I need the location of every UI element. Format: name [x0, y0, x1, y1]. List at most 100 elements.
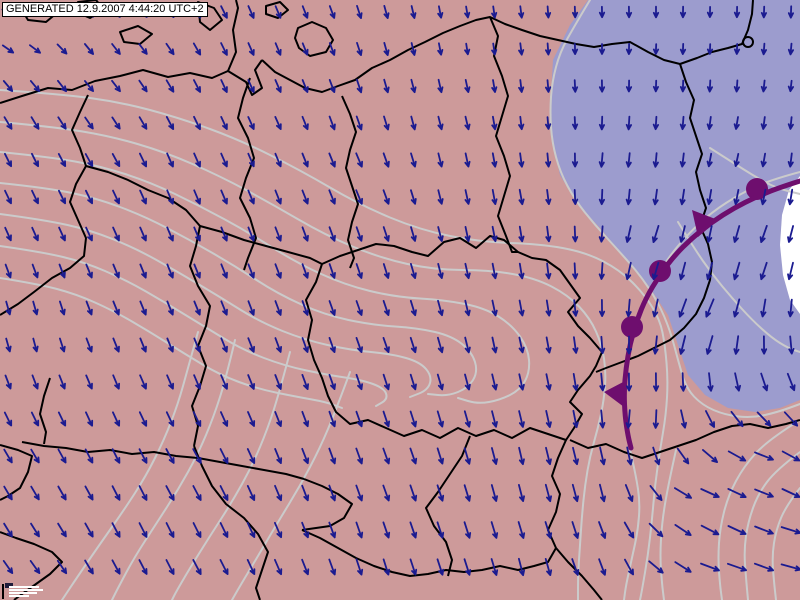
- wind-arrow: [2, 560, 14, 574]
- wind-arrow: [57, 485, 67, 501]
- wind-arrow: [382, 558, 390, 576]
- wind-arrow: [328, 521, 337, 539]
- wind-arrow: [30, 448, 40, 464]
- wind-arrow: [733, 116, 740, 130]
- wind-arrow: [274, 337, 282, 353]
- wind-arrow: [30, 411, 40, 427]
- wind-arrow: [756, 411, 772, 427]
- wind-arrow: [328, 42, 336, 56]
- wind-arrow: [274, 374, 282, 390]
- wind-arrow: [598, 558, 607, 576]
- wind-arrow: [165, 485, 175, 501]
- wind-arrow: [274, 484, 283, 502]
- wind-arrow: [85, 263, 93, 279]
- wind-arrow: [676, 447, 690, 465]
- wind-arrow: [652, 43, 660, 55]
- wind-arrow: [328, 300, 336, 316]
- wind-arrow: [571, 43, 579, 55]
- wind-arrow: [84, 559, 94, 575]
- wind-arrow: [193, 300, 201, 316]
- wind-arrow: [491, 5, 498, 19]
- wind-arrow: [572, 225, 579, 243]
- wind-arrow: [59, 337, 66, 353]
- wind-arrow: [651, 261, 660, 281]
- wind-arrow: [674, 561, 692, 573]
- wind-arrow: [674, 524, 692, 536]
- wind-arrow: [30, 522, 40, 538]
- wind-arrow: [355, 226, 363, 242]
- wind-arrow: [328, 5, 336, 19]
- wind-arrow: [382, 189, 390, 205]
- wind-arrow: [192, 522, 202, 538]
- wind-arrow: [599, 409, 606, 429]
- wind-arrow: [674, 487, 692, 499]
- wind-arrow: [274, 42, 282, 56]
- wind-arrow: [112, 300, 120, 316]
- wind-arrow: [653, 372, 660, 392]
- wind-arrow: [85, 226, 93, 242]
- wind-arrow: [760, 298, 767, 318]
- wind-arrow: [192, 411, 202, 427]
- wind-arrow: [545, 225, 552, 243]
- wind-arrow: [111, 79, 121, 93]
- wind-arrow: [112, 263, 120, 279]
- wind-arrow: [193, 152, 201, 168]
- wind-arrow: [29, 44, 41, 54]
- isoline: [231, 371, 351, 600]
- wind-arrow: [706, 6, 714, 18]
- wind-arrow: [679, 115, 686, 131]
- wind-arrow: [464, 5, 471, 19]
- wind-arrow: [730, 410, 744, 428]
- wind-arrow: [111, 116, 121, 130]
- wind-arrow: [301, 410, 310, 428]
- wind-arrow: [787, 79, 794, 93]
- wind-arrow: [652, 446, 661, 466]
- wind-arrow: [437, 78, 444, 94]
- wind-arrow: [598, 115, 605, 131]
- wind-arrow: [545, 410, 552, 428]
- wind-arrow: [3, 411, 13, 427]
- wind-arrow: [5, 337, 12, 353]
- wind-arrow: [85, 189, 93, 205]
- wind-arrow: [572, 446, 579, 466]
- isoline: [0, 277, 343, 409]
- wind-arrow: [246, 485, 256, 501]
- wind-arrow: [490, 484, 498, 502]
- wind-arrow: [625, 115, 632, 131]
- wind-arrow: [410, 115, 417, 131]
- wind-arrow: [491, 79, 498, 93]
- wind-arrow: [32, 337, 39, 353]
- wind-arrow: [112, 189, 120, 205]
- wind-arrow: [437, 299, 444, 317]
- wind-arrow: [139, 374, 147, 390]
- isoline: [61, 331, 199, 600]
- wind-arrow: [138, 485, 148, 501]
- wind-arrow: [625, 43, 633, 55]
- wind-arrow: [32, 300, 39, 316]
- wind-arrow: [464, 152, 471, 168]
- wind-arrow: [192, 485, 202, 501]
- wind-arrow: [624, 558, 634, 576]
- wind-arrow: [700, 562, 720, 572]
- wind-arrow: [328, 337, 336, 353]
- front-line: [621, 178, 800, 451]
- isoline: [0, 121, 607, 600]
- wind-arrow: [382, 410, 390, 428]
- lake-marker: [742, 36, 754, 48]
- wind-arrow: [625, 225, 632, 243]
- wind-arrow: [138, 522, 148, 538]
- wind-arrow: [544, 558, 553, 576]
- wind-arrow: [571, 558, 580, 576]
- wind-arrow: [545, 5, 552, 19]
- wind-arrow: [5, 300, 12, 316]
- wind-arrow: [702, 449, 718, 463]
- wind-arrow: [301, 115, 309, 131]
- watermark-text-bar: [9, 595, 29, 597]
- wind-arrow: [437, 336, 444, 354]
- wind-arrow: [518, 79, 525, 93]
- wind-arrow: [274, 263, 282, 279]
- wind-arrow: [58, 226, 66, 242]
- wind-arrow: [545, 336, 552, 354]
- wind-arrow: [4, 263, 12, 279]
- wind-arrow: [301, 263, 309, 279]
